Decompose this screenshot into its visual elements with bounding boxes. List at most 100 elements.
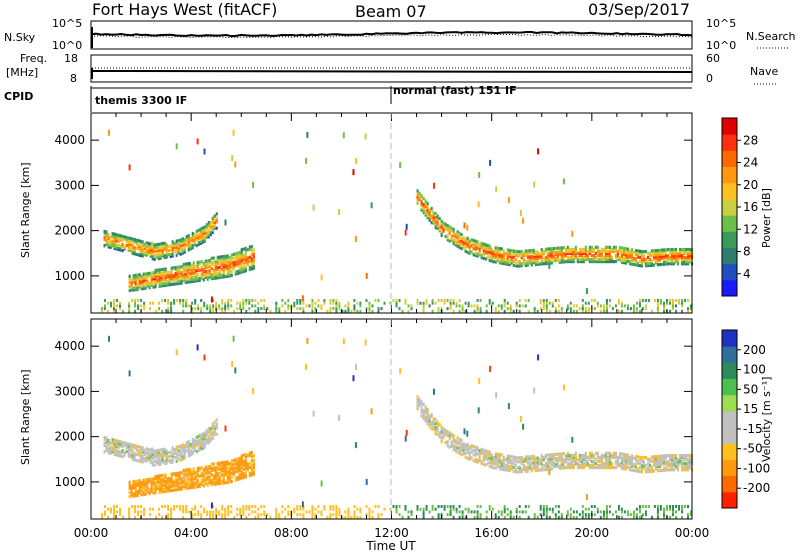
echo-cell <box>150 277 153 281</box>
echo-cell <box>127 450 130 454</box>
echo-cell <box>554 456 557 461</box>
scatter-cell <box>206 513 209 517</box>
echo-cell <box>440 221 443 225</box>
echo-cell <box>115 243 118 247</box>
scatter-cell <box>185 507 188 511</box>
echo-cell <box>496 462 499 466</box>
scatter-cell <box>113 515 115 519</box>
echo-cell <box>159 458 162 462</box>
echo-cell <box>464 451 467 455</box>
echo-cell <box>628 462 631 466</box>
scatter-cell <box>572 304 575 308</box>
echo-cell <box>516 254 519 258</box>
echo-cell <box>177 449 180 453</box>
isolated-echo <box>355 158 358 164</box>
echo-cell <box>172 282 175 286</box>
echo-cell <box>132 276 135 280</box>
echo-cell <box>134 277 137 282</box>
scatter-cell <box>221 505 224 508</box>
scatter-cell <box>155 309 158 313</box>
echo-cell <box>626 247 629 251</box>
echo-cell <box>552 247 555 251</box>
echo-cell <box>592 249 595 253</box>
echo-cell <box>654 467 657 471</box>
echo-cell <box>689 258 692 262</box>
echo-cell <box>244 248 247 253</box>
echo-cell <box>194 485 197 489</box>
scatter-cell <box>557 304 560 308</box>
echo-cell <box>152 281 155 285</box>
date-label: 03/Sep/2017 <box>588 0 690 19</box>
scatter-cell <box>551 304 554 308</box>
isolated-echo <box>354 442 357 449</box>
echo-cell <box>432 219 435 223</box>
echo-cell <box>566 245 569 249</box>
scatter-cell <box>236 513 239 517</box>
echo-cell <box>679 250 682 254</box>
scatter-cell <box>410 513 413 517</box>
echo-cell <box>468 455 471 459</box>
echo-cell <box>224 258 227 262</box>
scatter-cell <box>395 301 398 305</box>
echo-cell <box>687 458 690 462</box>
echo-cell <box>146 282 149 286</box>
echo-cell <box>184 474 187 478</box>
echo-cell <box>160 272 163 276</box>
echo-cell <box>420 414 423 418</box>
echo-cell <box>174 480 177 484</box>
echo-cell <box>628 455 631 460</box>
echo-cell <box>205 235 208 239</box>
echo-cell <box>183 240 186 244</box>
scatter-cell <box>332 307 335 311</box>
scatter-cell <box>431 299 434 302</box>
echo-cell <box>466 236 469 240</box>
scatter-cell <box>428 304 431 308</box>
power-colorbar-swatch <box>722 182 737 200</box>
echo-cell <box>458 239 461 243</box>
echo-cell <box>594 260 597 264</box>
echo-cell <box>514 264 517 268</box>
echo-cell <box>144 286 147 290</box>
scatter-cell <box>539 301 542 305</box>
echo-cell <box>442 229 445 233</box>
echo-cell <box>478 449 481 453</box>
scatter-cell <box>281 304 284 308</box>
scatter-cell <box>479 505 482 508</box>
echo-cell <box>446 442 449 446</box>
scatter-cell <box>545 307 548 311</box>
echo-cell <box>165 455 168 459</box>
echo-cell <box>107 439 110 443</box>
echo-cell <box>652 463 655 467</box>
echo-cell <box>218 481 221 486</box>
echo-cell <box>634 463 637 467</box>
echo-cell <box>215 226 218 230</box>
echo-cell <box>242 269 245 274</box>
echo-cell <box>129 449 132 453</box>
echo-cell <box>578 260 581 264</box>
scatter-cell <box>194 307 197 311</box>
echo-cell <box>185 239 188 243</box>
echo-cell <box>608 257 611 262</box>
echo-cell <box>121 440 124 444</box>
echo-cell <box>442 223 445 227</box>
isolated-echo <box>463 222 466 229</box>
echo-cell <box>179 244 182 248</box>
cpid-segment-1: themis 3300 IF <box>95 94 187 107</box>
echo-cell <box>440 427 443 431</box>
scatter-cell <box>488 301 491 305</box>
scatter-cell <box>278 515 281 519</box>
scatter-cell <box>218 513 221 517</box>
scatter-cell <box>473 510 476 514</box>
echo-cell <box>136 483 139 487</box>
velocity-colorbar-tick-label: -100 <box>743 461 770 475</box>
scatter-cell <box>161 309 164 313</box>
echo-cell <box>181 249 184 253</box>
echo-cell <box>111 234 114 238</box>
echo-cell <box>164 487 167 491</box>
echo-cell <box>470 444 473 448</box>
echo-cell <box>566 463 569 468</box>
echo-cell <box>671 458 674 462</box>
echo-cell <box>526 261 529 265</box>
echo-cell <box>201 434 204 438</box>
echo-cell <box>187 234 190 238</box>
